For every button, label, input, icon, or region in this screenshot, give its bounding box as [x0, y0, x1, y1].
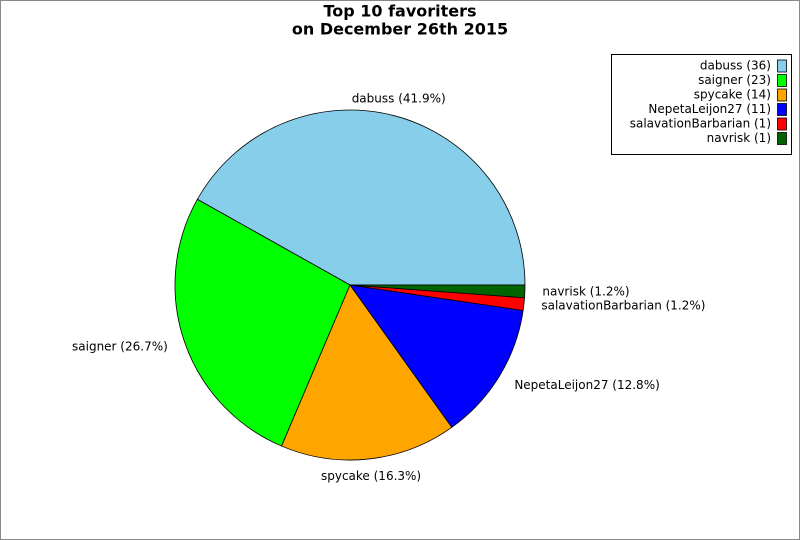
legend-swatch [777, 132, 787, 145]
legend-label: saigner (23) [698, 73, 771, 87]
legend-swatch [777, 59, 787, 73]
slice-label: salavationBarbarian (1.2%) [541, 299, 705, 313]
legend-label: dabuss (36) [700, 59, 771, 73]
legend-label: navrisk (1) [707, 131, 771, 145]
legend-swatch [777, 103, 787, 116]
legend-swatch [777, 88, 787, 102]
pie-slice [349, 284, 526, 299]
slice-label: navrisk (1.2%) [542, 285, 629, 299]
chart-title: Top 10 favoriters [323, 2, 476, 21]
pie-slice [174, 198, 351, 447]
pie-slice [281, 284, 453, 461]
legend-swatch [777, 74, 787, 87]
legend-label: NepetaLeijon27 (11) [648, 102, 771, 116]
legend-label: salavationBarbarian (1) [630, 117, 771, 131]
legend: dabuss (36)saigner (23)spycake (14)Nepet… [611, 54, 792, 155]
slice-label: dabuss (41.9%) [352, 91, 446, 105]
slice-label: saigner (26.7%) [72, 340, 168, 354]
legend-label: spycake (14) [694, 88, 771, 102]
slice-label: spycake (16.3%) [321, 469, 421, 483]
chart-subtitle: on December 26th 2015 [292, 20, 508, 39]
slice-label: NepetaLeijon27 (12.8%) [514, 378, 659, 392]
pie-slice [349, 284, 524, 428]
legend-swatch [777, 117, 787, 131]
legend-box [611, 54, 792, 155]
pie-slice [196, 109, 526, 286]
